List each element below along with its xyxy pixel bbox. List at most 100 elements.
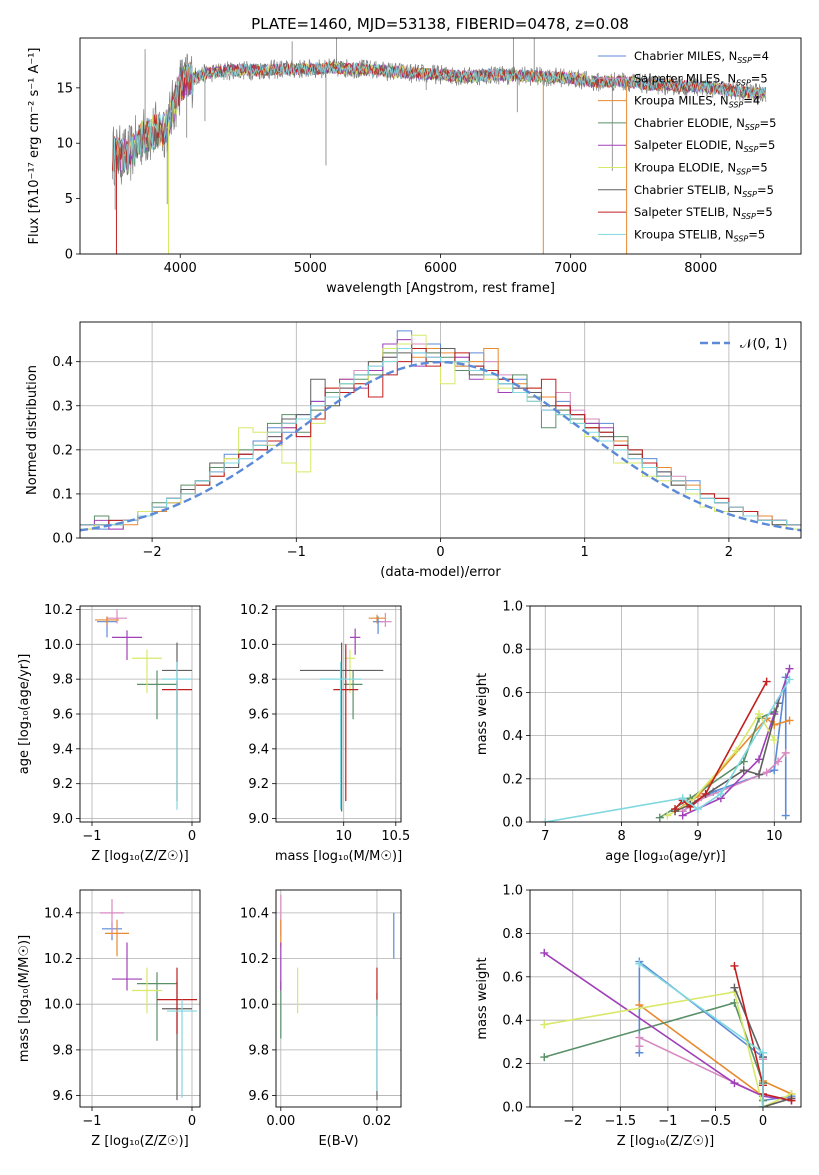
- errorbar-point: [162, 661, 192, 810]
- y-tick-label: 9.8: [52, 673, 73, 688]
- x-tick-label: −1.5: [605, 1114, 637, 1129]
- mass_vs_ebv-xlabel: E(B-V): [318, 1134, 358, 1149]
- x-tick-label: 7: [541, 829, 549, 844]
- y-tick-label: 9.8: [248, 673, 269, 688]
- errorbar-point: [343, 670, 363, 720]
- mass_vs_Z-plot-area: [100, 899, 197, 1101]
- y-tick-label: 9.2: [52, 777, 73, 792]
- mass_vs_ebv-frame: [275, 889, 402, 1108]
- plus-marker: [785, 716, 794, 725]
- x-tick-label: 8: [617, 829, 625, 844]
- weight_vs_age-ticks: 7 8 9 10 0.0 0.2 0.4 0.6 0.8 1.0: [502, 600, 782, 845]
- mass_vs_ebv-panel: 0.00 0.02 9.6 9.8 10.0 10.2 10.4 E(B-V): [240, 889, 402, 1149]
- plus-marker: [755, 710, 764, 718]
- plus-marker: [730, 961, 739, 970]
- plus-marker: [693, 805, 702, 814]
- errorbar-point: [379, 612, 392, 627]
- y-tick-label: 0.2: [502, 772, 523, 787]
- legend-label: Salpeter ELODIE, NSSP=5: [634, 138, 775, 154]
- age_vs_mass-grid: [276, 606, 401, 822]
- weight_vs_Z-ylabel: mass weight: [475, 957, 490, 1039]
- x-tick-label: −0.5: [700, 1114, 732, 1129]
- legend-label: Chabrier MILES, NSSP=4: [634, 49, 769, 65]
- figure-title: PLATE=1460, MJD=53138, FIBERID=0478, z=0…: [251, 15, 629, 33]
- plus-marker: [770, 735, 779, 744]
- errorbar-point: [107, 609, 127, 624]
- age_vs_Z-xlabel: Z [log₁₀(Z/Z☉)]: [91, 849, 188, 864]
- plus-marker: [781, 748, 790, 757]
- x-tick-label: 0: [188, 829, 196, 844]
- y-tick-label: 10.2: [44, 603, 73, 618]
- age_vs_Z-frame: [79, 605, 201, 823]
- y-tick-label: 10.0: [44, 638, 73, 653]
- errorbar-point: [372, 616, 384, 634]
- mass_vs_Z-ticks: −1 0 9.6 9.8 10.0 10.2 10.4: [44, 906, 196, 1129]
- y-tick-label: 0.0: [52, 532, 73, 547]
- plus-marker: [755, 770, 764, 779]
- y-tick-label: 9.8: [52, 1043, 73, 1058]
- x-tick-label: 0: [759, 1114, 767, 1129]
- errorbar-point: [299, 642, 384, 812]
- mass_vs_Z-panel: −1 0 9.6 9.8 10.0 10.2 10.4 Z [log₁₀(Z/Z☉)] mass…: [17, 889, 201, 1149]
- x-tick-label: 7000: [554, 261, 587, 276]
- errorbar-point: [137, 972, 177, 1041]
- y-tick-label: 9.8: [248, 1043, 269, 1058]
- legend-label: Chabrier ELODIE, NSSP=5: [634, 116, 776, 132]
- y-tick-label: 0.4: [502, 729, 523, 744]
- model-spectrum: [112, 62, 767, 173]
- plus-marker: [770, 766, 779, 775]
- plus-marker: [678, 794, 687, 803]
- spectrum-panel: 4000 5000 6000 7000 8000 0 5 10 15 wavelength [An…: [27, 37, 802, 296]
- x-tick-label: 8000: [684, 261, 717, 276]
- y-tick-label: 0.1: [52, 487, 73, 502]
- age_vs_mass-xlabel: mass [log₁₀(M/M☉)]: [275, 849, 402, 864]
- x-tick-label: 5000: [294, 261, 327, 276]
- weight-series: [678, 748, 790, 816]
- y-tick-label: 9.6: [52, 1089, 73, 1104]
- residual-histogram: [80, 347, 801, 526]
- plus-marker: [701, 789, 710, 798]
- plus-marker: [635, 959, 644, 968]
- residual-histogram: [80, 347, 801, 526]
- y-tick-label: 9.6: [52, 708, 73, 723]
- plus-marker: [635, 1033, 644, 1042]
- spectrum-ticks: 4000 5000 6000 7000 8000 0 5 10 15: [56, 81, 717, 276]
- y-tick-label: 9.0: [248, 812, 269, 827]
- x-tick-label: 10: [766, 829, 783, 844]
- plus-marker: [762, 677, 771, 686]
- age_vs_mass-ticks: 10 10.5 9.0 9.2 9.4 9.6 9.8 10.0 10.2: [240, 603, 410, 844]
- errorbar-point: [368, 614, 386, 624]
- age_vs_Z-panel: −1 0 9.0 9.2 9.4 9.6 9.8 10.0 10.2 Z [log₁₀(Z/Z☉)…: [17, 603, 201, 864]
- weight_vs_age-xlabel: age [log₁₀(age/yr)]: [605, 849, 726, 864]
- age_vs_Z-ticks: −1 0 9.0 9.2 9.4 9.6 9.8 10.0 10.2: [44, 603, 196, 844]
- y-tick-label: 1.0: [502, 600, 523, 615]
- legend-label: Chabrier STELIB, NSSP=5: [634, 183, 774, 199]
- weight-series: [635, 959, 767, 1107]
- plus-marker: [739, 766, 748, 775]
- weight-line: [544, 991, 792, 1107]
- mass_vs_ebv-ticks: 0.00 0.02 9.6 9.8 10.0 10.2 10.4: [240, 906, 391, 1129]
- y-tick-label: 0.2: [52, 443, 73, 458]
- weight_vs_Z-ticks: −2 −1.5 −1 −0.5 0 0.0 0.2 0.4 0.6 0.8 1.0: [502, 884, 767, 1130]
- y-tick-label: 10.2: [240, 603, 269, 618]
- errorbar-point: [167, 999, 197, 1098]
- plus-marker: [655, 813, 664, 822]
- weight-series: [678, 664, 794, 820]
- plus-marker: [678, 811, 687, 820]
- y-tick-label: 0.4: [502, 1014, 523, 1029]
- errorbar-point: [95, 616, 119, 626]
- x-tick-label: 10.5: [381, 829, 410, 844]
- x-tick-label: −1: [287, 545, 306, 560]
- y-tick-label: 9.4: [52, 742, 73, 757]
- residuals-ylabel: Normed distribution: [25, 365, 40, 495]
- age_vs_Z-plot-area: [95, 609, 192, 810]
- plus-marker: [758, 1048, 767, 1057]
- plus-marker: [730, 983, 739, 992]
- y-tick-label: 10.0: [240, 638, 269, 653]
- weight_vs_age-ylabel: mass weight: [475, 673, 490, 755]
- plus-marker: [730, 1079, 739, 1088]
- y-tick-label: 0.3: [52, 399, 73, 414]
- weight_vs_age-plot-area: [541, 664, 794, 822]
- plus-marker: [762, 768, 771, 777]
